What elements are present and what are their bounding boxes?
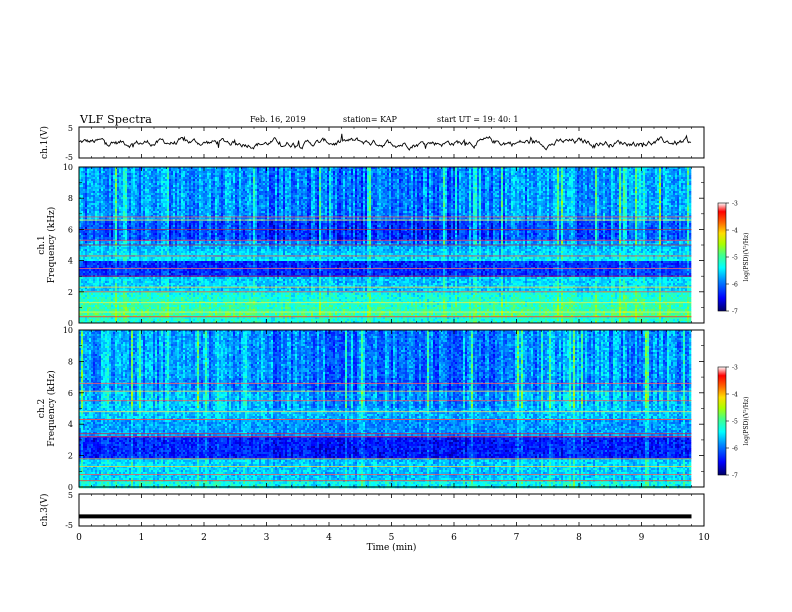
plot-frame (78, 126, 705, 159)
y-tick-label: 0 (68, 319, 73, 328)
y-tick-label: 5 (68, 124, 73, 133)
colorbar-tick-label: -7 (732, 309, 738, 316)
y-tick-label: 10 (63, 326, 73, 335)
x-tick-label: 5 (389, 533, 395, 543)
station-label: station= KAP (343, 115, 397, 124)
y-axis-label: ch.1(V) (39, 126, 50, 159)
y-tick-label: 2 (68, 288, 73, 297)
ch2-spectrogram-panel: 0 2 4 6 8 10 ch.2Frequency (kHz) (37, 326, 705, 492)
x-tick-label: 3 (264, 533, 270, 543)
date-label: Feb. 16, 2019 (250, 115, 306, 124)
y-tick-label: 10 (63, 163, 73, 172)
y-tick-label: 8 (68, 357, 73, 366)
x-tick-label: 8 (576, 533, 582, 543)
colorbar-tick-label: -3 (732, 365, 738, 372)
y-tick-label: 2 (68, 452, 73, 461)
y-tick-label: -5 (65, 153, 73, 162)
colorbar-ch1: -3 -4 -5 -6 -7 log(PSD)(V²/Hz) (717, 201, 750, 316)
ch1-signal-line (78, 133, 692, 151)
colorbar-tick-label: -6 (732, 446, 738, 453)
x-tick-label: 0 (76, 533, 82, 543)
x-tick-label: 6 (451, 533, 457, 543)
colorbar-gradient (717, 366, 727, 476)
plot-frame (78, 493, 705, 527)
x-axis-label: Time (min) (367, 542, 417, 553)
colorbar-tick-label: -7 (732, 473, 738, 480)
x-tick-label: 2 (201, 533, 207, 543)
colorbar-tick-label: -6 (732, 282, 738, 289)
y-axis-label: ch.3(V) (39, 494, 50, 527)
y-tick-label: 5 (68, 491, 73, 500)
plot-frame (78, 166, 705, 324)
x-tick-label: 1 (139, 533, 145, 543)
colorbar-tick-label: -5 (732, 419, 738, 426)
x-tick-label: 7 (514, 533, 520, 543)
ch1-spectrogram-panel: 0 2 4 6 8 10 ch.1Frequency (kHz) (37, 163, 705, 328)
colorbar-label: log(PSD)(V²/Hz) (743, 397, 750, 446)
y-axis-label: ch.1Frequency (kHz) (37, 207, 57, 284)
ch1-waveform-panel: 5 -5 ch.1(V) (39, 124, 705, 162)
x-tick-label: 10 (698, 533, 710, 543)
colorbar-gradient (717, 202, 727, 312)
colorbar-label: log(PSD)(V²/Hz) (743, 233, 750, 282)
colorbar-tick-label: -4 (732, 392, 738, 399)
y-tick-label: -5 (65, 521, 73, 530)
colorbar-tick-label: -5 (732, 255, 738, 262)
spectrogram-image (79, 330, 692, 489)
x-tick-label: 9 (639, 533, 645, 543)
y-tick-label: 6 (68, 389, 73, 398)
colorbar-tick-label: -3 (732, 201, 738, 208)
y-axis-label: ch.2Frequency (kHz) (37, 370, 57, 447)
time-axis: 0 1 2 3 4 5 6 7 8 9 10 Time (min) (76, 533, 710, 553)
y-tick-label: 4 (68, 257, 73, 266)
ch3-waveform-panel: 5 -5 ch.3(V) (39, 491, 705, 530)
y-tick-label: 6 (68, 225, 73, 234)
y-tick-label: 4 (68, 420, 73, 429)
colorbar-tick-label: -4 (732, 228, 738, 235)
start-time-label: start UT = 19: 40: 1 (437, 115, 518, 124)
x-tick-label: 4 (326, 533, 332, 543)
y-tick-label: 0 (68, 483, 73, 492)
colorbar-ch2: -3 -4 -5 -6 -7 log(PSD)(V²/Hz) (717, 365, 750, 480)
plot-frame (78, 329, 705, 488)
figure-title: VLF Spectra (80, 113, 152, 126)
y-tick-label: 8 (68, 194, 73, 203)
